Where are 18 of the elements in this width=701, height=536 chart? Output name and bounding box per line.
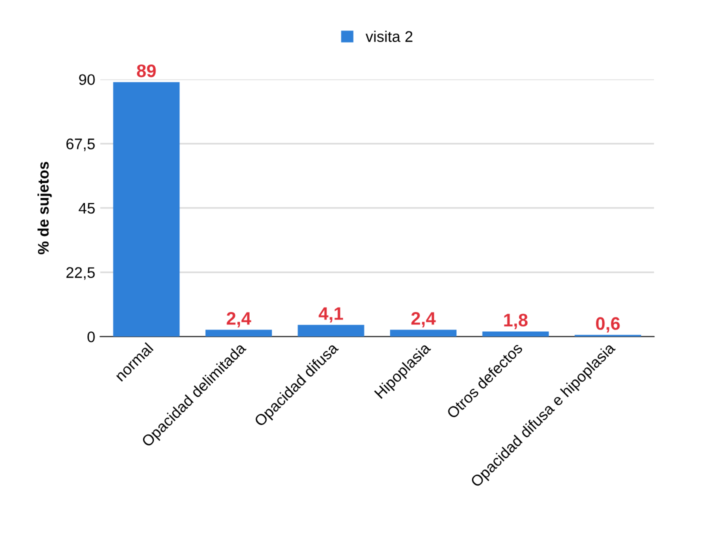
data-label: 0,6 [596, 317, 620, 333]
data-label: 89 [136, 64, 156, 78]
bar [390, 330, 457, 337]
bar [205, 330, 272, 337]
y-tick-label: 45 [78, 202, 95, 214]
data-label: 2,4 [411, 312, 436, 328]
y-tick-label: 22,5 [66, 267, 95, 280]
y-axis-title: % de sujetos [38, 162, 52, 254]
bar [298, 324, 364, 337]
y-tick-label: 67,5 [66, 138, 95, 152]
bar [113, 82, 180, 337]
data-label: 1,8 [504, 314, 528, 330]
data-label: 4,1 [318, 307, 344, 323]
bar [482, 331, 549, 337]
data-label: 2,4 [226, 312, 252, 328]
y-tick-label: 90 [79, 74, 95, 86]
legend-label: visita 2 [366, 30, 412, 42]
y-tick-label: 0 [87, 331, 95, 342]
